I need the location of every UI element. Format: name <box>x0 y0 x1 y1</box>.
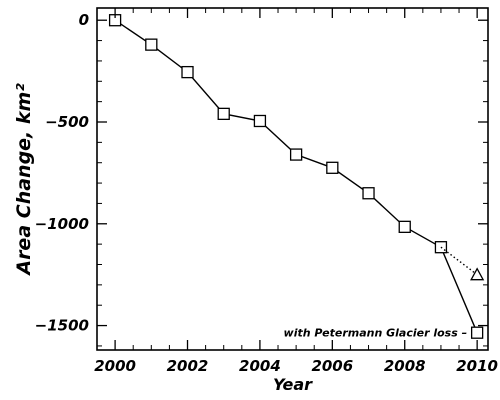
square-marker <box>326 161 339 174</box>
square-marker <box>253 114 267 128</box>
x-tick-label: 2010 <box>456 357 498 375</box>
square-marker <box>145 38 158 51</box>
square-marker <box>217 107 230 121</box>
square-marker <box>289 148 303 161</box>
x-tick-label: 2006 <box>311 357 353 375</box>
square-marker <box>398 220 411 233</box>
y-axis-title: Area Change, km² <box>13 83 35 277</box>
plot-frame <box>96 7 489 351</box>
square-marker <box>181 65 194 79</box>
square-marker <box>362 187 375 200</box>
y-tick-label: −1000 <box>35 215 89 233</box>
x-tick-label: 2000 <box>94 357 136 375</box>
x-axis-title: Year <box>273 375 313 394</box>
y-tick-label: 0 <box>79 11 89 29</box>
square-marker <box>470 326 484 339</box>
petermann-annotation: with Petermann Glacier loss – <box>284 327 468 340</box>
plot-layer <box>108 14 485 339</box>
y-tick-label: −500 <box>45 113 89 131</box>
labels-layer: 2000 2002 2004 2006 2008 2010 0 −500 −1000 −1500 <box>35 11 498 375</box>
x-tick-label: 2004 <box>239 357 281 375</box>
ticks-layer <box>96 8 488 350</box>
triangle-marker <box>470 267 485 281</box>
x-tick-label: 2008 <box>384 357 426 375</box>
series-line-main <box>114 19 478 333</box>
y-tick-label: −1500 <box>35 317 89 335</box>
x-tick-label: 2002 <box>167 357 209 375</box>
